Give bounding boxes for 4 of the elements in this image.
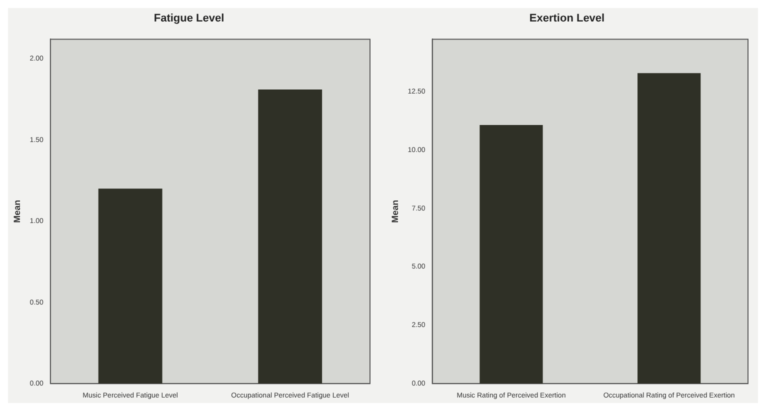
chart-title: Exertion Level — [529, 12, 605, 25]
chart-title: Fatigue Level — [154, 12, 224, 25]
y-axis-title: Mean — [390, 200, 400, 223]
y-axis-title: Mean — [12, 200, 22, 223]
